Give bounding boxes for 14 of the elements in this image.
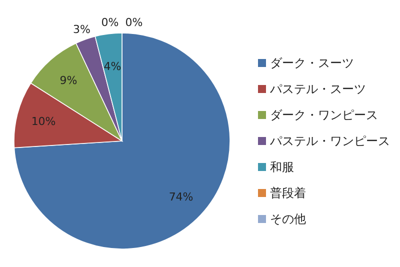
legend-label: 普段着	[270, 186, 306, 200]
data-label: 3%	[73, 23, 90, 36]
legend-label: 和服	[270, 160, 294, 174]
legend-label: パステル・スーツ	[269, 82, 366, 96]
legend-label: その他	[270, 212, 306, 226]
data-label: 74%	[168, 190, 194, 204]
data-label: 4%	[104, 60, 122, 73]
data-label: 9%	[60, 74, 78, 88]
data-label: 10%	[31, 114, 56, 128]
legend-label: ダーク・スーツ	[270, 56, 354, 70]
legend-label: パステル・ワンピース	[269, 134, 390, 148]
text: 0%	[125, 16, 143, 30]
legend-label: ダーク・ワンピース	[270, 108, 378, 122]
text: 0%	[101, 16, 119, 30]
